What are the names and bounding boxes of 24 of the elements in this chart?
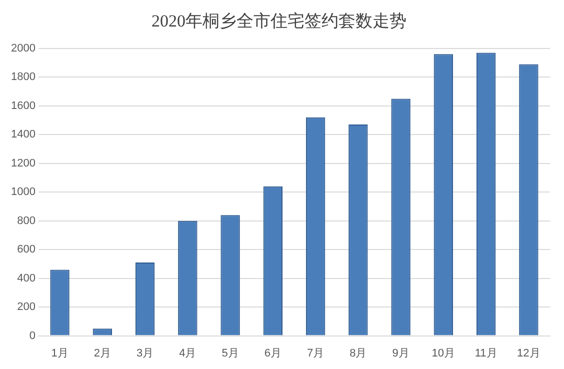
x-tick-label: 3月 <box>136 347 154 360</box>
y-tick-label: 1200 <box>10 157 36 170</box>
x-tick-label: 4月 <box>179 347 196 360</box>
y-tick-label: 600 <box>17 244 36 256</box>
x-tick-label: 1月 <box>51 347 68 360</box>
y-tick-label: 1400 <box>10 128 36 141</box>
y-tick-label: 2000 <box>10 42 36 54</box>
y-tick-label: 800 <box>17 214 36 227</box>
x-tick-label: 5月 <box>222 347 239 360</box>
x-tick-label: 12月 <box>517 347 540 360</box>
x-tick-label: 7月 <box>306 347 324 360</box>
chart-title: 2020年桐乡全市住宅签约套数走势 <box>152 12 406 31</box>
x-tick-label: 9月 <box>392 347 410 360</box>
x-tick-label: 8月 <box>350 347 367 360</box>
y-tick-label: 200 <box>17 301 36 314</box>
x-tick-label: 10月 <box>432 347 456 360</box>
y-tick-label: 400 <box>17 272 36 284</box>
y-tick-label: 1800 <box>10 71 36 84</box>
y-tick-label: 0 <box>29 330 36 342</box>
y-tick-label: 1000 <box>10 186 36 198</box>
x-tick-label: 2月 <box>94 347 111 360</box>
x-tick-label: 6月 <box>264 347 282 360</box>
x-tick-label: 11月 <box>474 347 498 360</box>
y-tick-label: 1600 <box>10 100 36 112</box>
